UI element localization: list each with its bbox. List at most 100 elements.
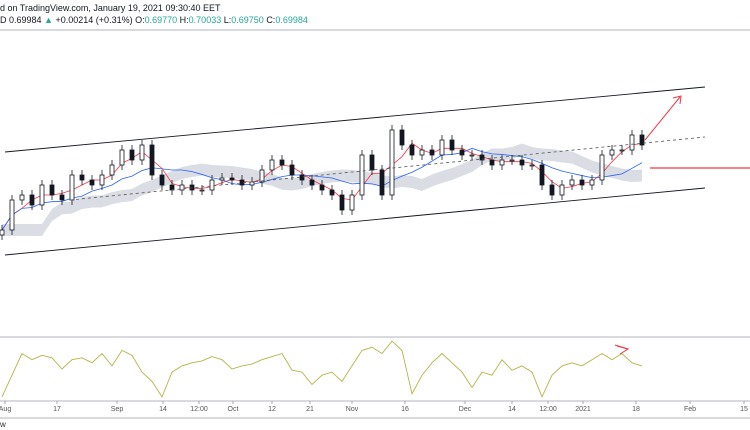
candle xyxy=(489,155,495,170)
candle xyxy=(389,125,395,200)
x-tick-label: Dec xyxy=(459,406,472,413)
candle xyxy=(329,185,335,200)
candle xyxy=(579,175,585,190)
open-label: O: xyxy=(135,15,145,25)
candle xyxy=(369,150,375,175)
x-tick-label: 2021 xyxy=(575,406,591,413)
candle xyxy=(619,145,625,155)
candle xyxy=(79,170,85,185)
candle xyxy=(299,170,305,185)
candle xyxy=(469,150,475,160)
x-tick-label: Sep xyxy=(111,406,124,413)
candle xyxy=(319,180,325,195)
x-tick-label: 14 xyxy=(159,406,167,413)
candle xyxy=(549,180,555,200)
candle xyxy=(219,173,225,185)
candle xyxy=(409,140,415,160)
candle xyxy=(179,180,185,195)
candle xyxy=(59,190,65,205)
candle xyxy=(519,155,525,170)
x-tick-label: 16 xyxy=(401,406,409,413)
close-label: C: xyxy=(266,15,276,25)
candle xyxy=(599,150,605,185)
candles xyxy=(0,125,645,240)
candle xyxy=(349,190,355,215)
open-value: 0.69770 xyxy=(144,15,178,25)
base-line xyxy=(1,147,643,231)
candle xyxy=(259,165,265,187)
candle xyxy=(419,145,425,160)
oscillator-arrow[interactable] xyxy=(614,344,630,355)
candle xyxy=(479,150,485,165)
candle xyxy=(119,145,125,170)
candle xyxy=(29,190,35,210)
low-value: 0.69750 xyxy=(231,15,264,25)
candle xyxy=(279,155,285,170)
candle xyxy=(139,140,145,165)
price-change: +0.00214 (+0.31%) xyxy=(55,15,133,25)
candle xyxy=(49,180,55,200)
candle xyxy=(529,160,535,170)
triangle-up-icon: ▲ xyxy=(44,15,53,25)
candle xyxy=(229,173,235,185)
last-price: 0.69984 xyxy=(9,15,42,25)
x-tick-label: 12:00 xyxy=(539,406,557,413)
x-tick-label: 18 xyxy=(632,406,640,413)
price-chart[interactable]: Aug 17 Sep 14 12:00 Oct 12 21 Nov 16 Dec 14 12:00 202… xyxy=(0,0,750,420)
candle xyxy=(439,135,445,160)
x-tick-label: 14 xyxy=(508,406,516,413)
oscillator-pane xyxy=(1,340,643,399)
x-tick-label: 21 xyxy=(306,406,314,413)
close-value: 0.69984 xyxy=(275,15,308,25)
candle xyxy=(569,175,575,190)
candle xyxy=(609,145,615,160)
up-arrow-annotation[interactable] xyxy=(644,95,682,141)
candle xyxy=(269,155,275,175)
candle xyxy=(509,155,515,165)
x-tick-label: Feb xyxy=(684,406,696,413)
channel-upper-line[interactable] xyxy=(4,86,706,153)
candle xyxy=(99,170,105,190)
candle xyxy=(149,140,155,180)
candle xyxy=(289,160,295,180)
candle xyxy=(629,130,635,155)
high-value: 0.70033 xyxy=(188,15,222,25)
candle xyxy=(379,165,385,200)
candle xyxy=(39,180,45,210)
candle xyxy=(9,195,15,235)
candle xyxy=(589,175,595,190)
source-text: d on TradingView.com, January 19, 2021 0… xyxy=(0,3,221,13)
footer-label: w xyxy=(0,420,6,429)
candle xyxy=(0,225,5,240)
x-tick-label: 17 xyxy=(53,406,61,413)
channel-midline[interactable] xyxy=(69,136,706,201)
candle xyxy=(459,145,465,160)
candle xyxy=(89,175,95,190)
high-label: H: xyxy=(179,15,189,25)
ichimoku-cloud xyxy=(2,143,642,236)
candle xyxy=(639,130,645,150)
oscillator-line xyxy=(1,340,643,399)
candle xyxy=(449,135,455,155)
candle xyxy=(539,160,545,190)
x-tick-label: 12 xyxy=(268,406,276,413)
candle xyxy=(19,190,25,205)
low-label: L: xyxy=(223,15,232,25)
candle xyxy=(129,145,135,165)
symbol: D xyxy=(0,15,7,25)
candle xyxy=(309,175,315,190)
channel-lower-line[interactable] xyxy=(4,187,706,256)
time-axis[interactable]: Aug 17 Sep 14 12:00 Oct 12 21 Nov 16 Dec 14 12:00 202… xyxy=(0,401,748,413)
cloud-area xyxy=(2,143,642,236)
chart-source-line: d on TradingView.com, January 19, 2021 0… xyxy=(0,3,220,13)
x-tick-label: Nov xyxy=(346,406,359,413)
candle xyxy=(159,170,165,190)
candle xyxy=(559,180,565,200)
candle xyxy=(429,145,435,160)
x-tick-label: 12:00 xyxy=(190,406,208,413)
x-tick-label: Oct xyxy=(228,406,239,413)
candle xyxy=(109,160,115,180)
candle xyxy=(209,175,215,195)
candle xyxy=(359,150,365,200)
x-tick-label: Aug xyxy=(0,406,11,413)
